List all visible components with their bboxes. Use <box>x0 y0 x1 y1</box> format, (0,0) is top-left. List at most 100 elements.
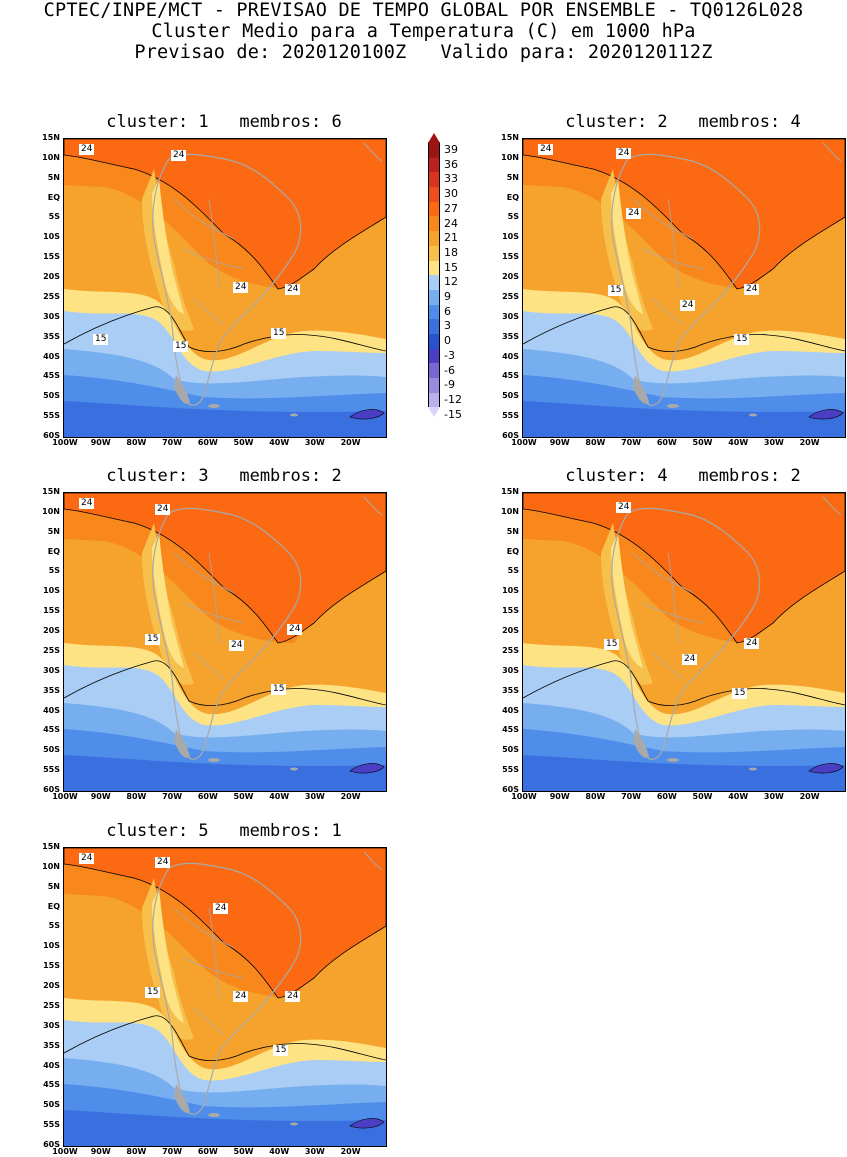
lat-tick-label: 10S <box>502 232 519 242</box>
lat-tick-label: 30S <box>43 1020 60 1030</box>
lon-tick-label: 30W <box>763 792 784 801</box>
colorbar-segment <box>428 187 440 202</box>
lon-tick-label: 30W <box>304 1147 325 1156</box>
lon-tick-label: 40W <box>728 438 749 447</box>
falklands <box>208 404 220 408</box>
band-27 <box>64 493 386 644</box>
patagonia-coast <box>174 729 190 758</box>
lat-tick-label: 35S <box>502 685 519 695</box>
lon-tick-label: 90W <box>90 792 111 801</box>
colorbar-bottom-arrow <box>428 407 440 418</box>
lat-tick-label: 60S <box>43 785 60 794</box>
lat-tick-label: 15N <box>42 842 60 851</box>
africa-edge <box>363 142 383 162</box>
country-borders <box>173 198 245 326</box>
lon-tick-label: 100W <box>511 792 537 801</box>
colorbar-segment <box>428 231 440 246</box>
band-3 <box>64 401 386 437</box>
map-area <box>63 138 387 438</box>
band-27 <box>64 848 386 999</box>
lat-tick-label: 60S <box>43 1140 60 1149</box>
lat-tick-label: EQ <box>506 192 519 202</box>
contour-label: 24 <box>285 284 301 295</box>
contour-label: 15 <box>273 1045 289 1056</box>
falklands <box>208 1113 220 1117</box>
lon-tick-label: 50W <box>692 792 713 801</box>
colorbar-label: -3 <box>444 348 455 362</box>
colorbar-label: -15 <box>444 407 462 421</box>
lon-tick-label: 30W <box>304 792 325 801</box>
lat-tick-label: 45S <box>502 371 519 381</box>
lat-tick-label: 15N <box>42 133 60 142</box>
lat-tick-label: 25S <box>43 645 60 655</box>
panel-title: cluster: 1 membros: 6 <box>106 112 342 132</box>
lat-tick-label: 5N <box>506 172 519 182</box>
colorbar-segment <box>428 348 440 364</box>
map-area <box>522 138 846 438</box>
lon-tick-label: 80W <box>126 1147 147 1156</box>
colorbar-segment <box>428 378 440 393</box>
lat-tick-label: 60S <box>502 785 519 794</box>
contour-label: 24 <box>79 853 95 864</box>
lat-tick-label: 35S <box>43 331 60 341</box>
lat-tick-label: 45S <box>502 725 519 735</box>
lon-tick-label: 70W <box>162 792 183 801</box>
map-area <box>522 492 846 792</box>
colorbar-label: 30 <box>444 187 458 201</box>
lon-tick-label: 20W <box>799 438 820 447</box>
lon-tick-label: 70W <box>621 438 642 447</box>
contour-label: 15 <box>173 341 189 352</box>
lon-tick-label: 90W <box>549 792 570 801</box>
lat-tick-label: 25S <box>502 645 519 655</box>
lon-tick-label: 90W <box>90 438 111 447</box>
band-minus3 <box>349 763 385 774</box>
lat-tick-label: 35S <box>502 331 519 341</box>
lat-tick-label: 5S <box>507 566 519 576</box>
lon-tick-label: 100W <box>511 438 537 447</box>
header-line-2: Cluster Medio para a Temperatura (C) em … <box>151 21 696 42</box>
continent-outline <box>152 862 302 1115</box>
africa-edge <box>363 851 383 871</box>
lat-tick-label: 45S <box>43 1080 60 1090</box>
lon-tick-label: 80W <box>585 792 606 801</box>
colorbar-label: 21 <box>444 231 458 245</box>
patagonia-coast <box>174 375 190 404</box>
africa-edge <box>363 496 383 516</box>
band-27 <box>523 493 845 644</box>
lat-tick-label: 5S <box>507 212 519 222</box>
lon-tick-label: 50W <box>233 438 254 447</box>
contour-label: 15 <box>734 334 750 345</box>
lat-tick-label: 40S <box>43 705 60 715</box>
band-27 <box>523 139 845 290</box>
lon-tick-label: 80W <box>126 792 147 801</box>
lat-tick-label: 10S <box>43 941 60 951</box>
contour-label: 24 <box>171 150 187 161</box>
lat-tick-label: 60S <box>43 431 60 440</box>
lat-tick-label: 5N <box>47 881 60 891</box>
country-borders <box>173 552 245 680</box>
lon-tick-label: 50W <box>233 792 254 801</box>
falklands <box>667 758 679 762</box>
lat-tick-label: EQ <box>47 192 60 202</box>
colorbar-label: 36 <box>444 157 458 171</box>
colorbar-segment <box>428 172 440 188</box>
contour-label: 24 <box>155 504 171 515</box>
south-georgia <box>749 767 757 771</box>
lon-tick-label: 70W <box>162 1147 183 1156</box>
map-area <box>63 847 387 1147</box>
contour-label: 24 <box>744 284 760 295</box>
band-3 <box>64 755 386 791</box>
falklands <box>208 758 220 762</box>
colorbar-label: 9 <box>444 290 451 303</box>
colorbar-label: 27 <box>444 201 458 215</box>
continent-outline <box>611 153 761 406</box>
band-minus3 <box>808 409 844 420</box>
falklands <box>667 404 679 408</box>
lon-tick-label: 20W <box>340 792 361 801</box>
lon-tick-label: 70W <box>162 438 183 447</box>
lon-tick-label: 30W <box>763 438 784 447</box>
lat-tick-label: 10N <box>42 506 60 516</box>
lon-tick-label: 60W <box>197 792 218 801</box>
colorbar-label: 6 <box>444 304 451 318</box>
colorbar-label: -9 <box>444 378 455 392</box>
